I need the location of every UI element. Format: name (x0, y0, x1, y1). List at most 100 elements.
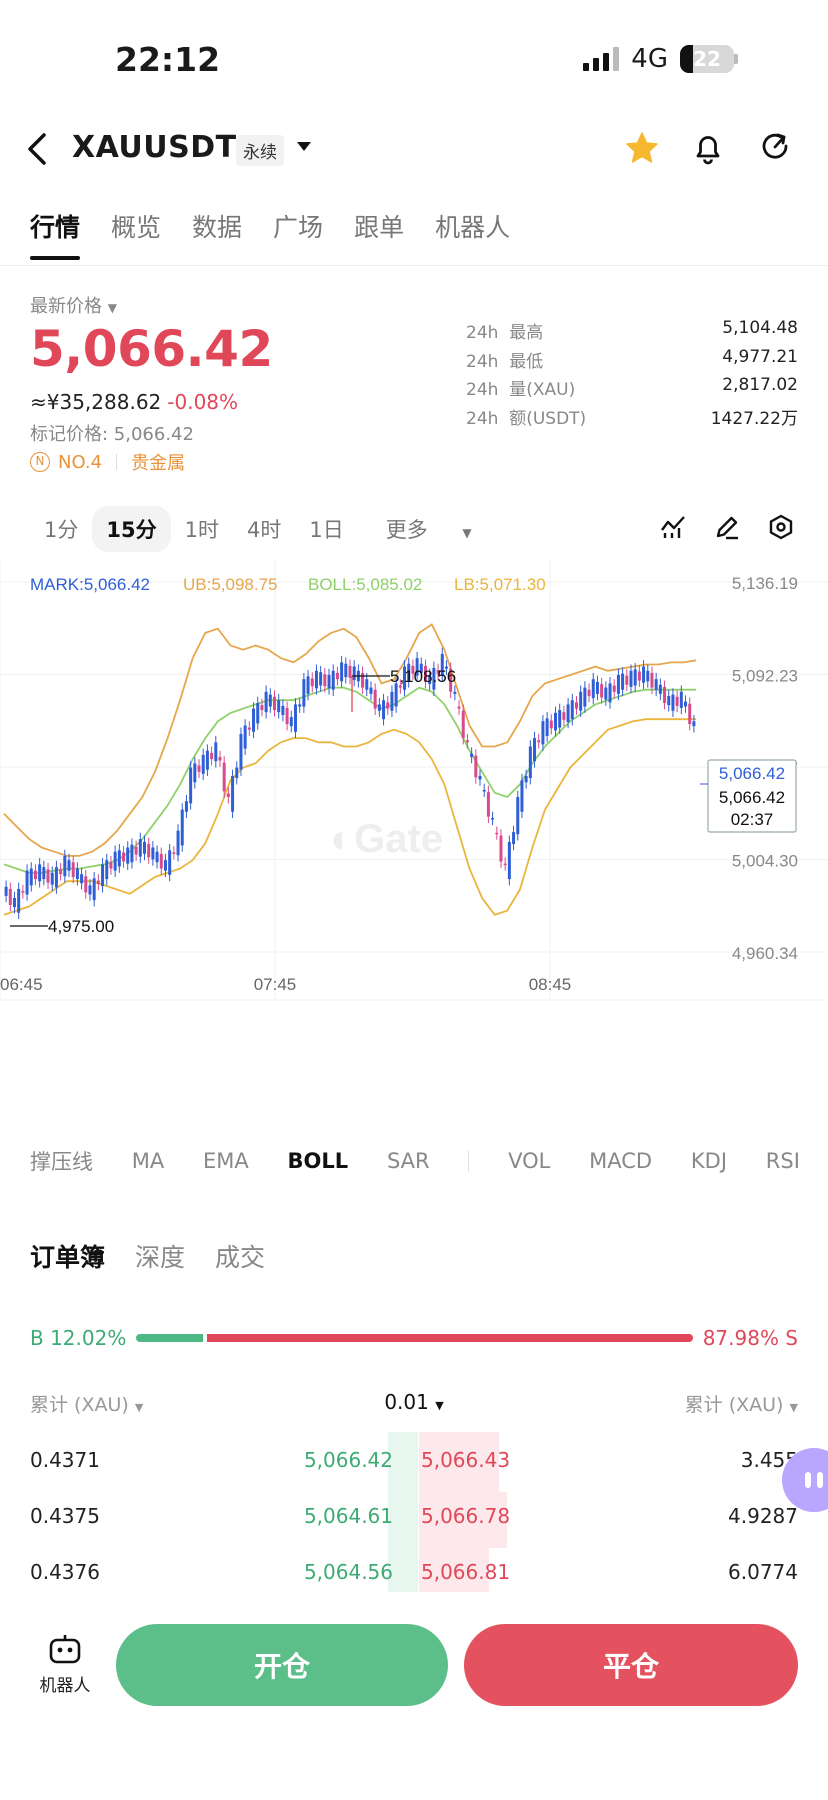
candle-body (520, 780, 524, 812)
candle-body (50, 872, 54, 885)
tf-15m[interactable]: 15分 (92, 506, 171, 552)
ind-support-resistance[interactable]: 撑压线 (30, 1150, 93, 1174)
candle-body (679, 691, 683, 708)
indicator-icon[interactable] (660, 514, 686, 540)
tab-square[interactable]: 广场 (273, 213, 324, 242)
current-mark-price: 5,066.42 (719, 764, 785, 783)
candle-body (390, 691, 394, 711)
candle-body (38, 864, 42, 882)
chart-legend-item: BOLL:5,085.02 (308, 575, 422, 594)
tab-data[interactable]: 数据 (192, 213, 243, 242)
share-icon[interactable] (758, 130, 794, 166)
candle-body (134, 846, 138, 855)
ratio-bar-buy (136, 1334, 204, 1342)
candle-body (4, 886, 8, 896)
chart-legend-item: MARK:5,066.42 (30, 575, 150, 594)
candle-body (574, 702, 578, 709)
tab-bots[interactable]: 机器人 (435, 213, 511, 242)
buy-sell-ratio: B 12.02% 87.98% S (30, 1326, 798, 1350)
candle-body (63, 855, 67, 877)
favorite-star-icon[interactable] (624, 130, 660, 166)
candle-body (189, 767, 193, 804)
back-icon[interactable] (26, 132, 48, 166)
draw-pen-icon[interactable] (714, 514, 740, 540)
ind-sar[interactable]: SAR (386, 1149, 430, 1173)
tf-1d[interactable]: 1日 (309, 518, 344, 542)
candle-body (650, 672, 654, 688)
candle-body (168, 850, 172, 875)
tf-4h[interactable]: 4时 (246, 518, 282, 542)
tf-1h[interactable]: 1时 (184, 518, 219, 542)
symbol-title[interactable]: XAUUSDT (72, 130, 237, 165)
candle-body (591, 679, 595, 699)
x-tick-label: 08:45 (529, 975, 572, 994)
candle-body (407, 663, 411, 682)
ask-depth-bar (419, 1432, 499, 1492)
tab-market[interactable]: 行情 (30, 208, 81, 260)
bid-cum-header[interactable]: 累计 (XAU) ▼ (30, 1394, 144, 1416)
rank-row[interactable]: N NO.4 贵金属 (30, 449, 185, 475)
candle-body (268, 694, 272, 707)
candle-countdown: 02:37 (731, 810, 774, 829)
current-last-price: 5,066.42 (719, 788, 785, 807)
last-price-label[interactable]: 最新价格 ▼ (30, 296, 117, 317)
24h-stats: 24h 最高 5,104.48 24h 最低 4,977.21 24h 量(XAU)… (466, 318, 798, 432)
ind-rsi[interactable]: RSI (765, 1149, 800, 1173)
ind-ema[interactable]: EMA (203, 1149, 249, 1173)
chart-settings-icon[interactable] (768, 514, 794, 540)
candle-body (29, 868, 33, 886)
ind-boll[interactable]: BOLL (287, 1149, 349, 1173)
assistant-bubble-icon[interactable] (782, 1448, 828, 1512)
candle-body (398, 685, 402, 688)
precision-select[interactable]: 0.01 ▼ (384, 1390, 444, 1414)
candle-body (101, 864, 105, 887)
candle-body (260, 705, 264, 711)
cny-price: ≈¥35,288.62 -0.08% (30, 390, 239, 414)
tab-orderbook[interactable]: 订单簿 (30, 1243, 106, 1272)
candle-body (96, 880, 100, 884)
symbol-dropdown-icon[interactable] (297, 142, 311, 152)
candle-body (554, 712, 558, 731)
orderbook-row[interactable]: 0.4371 5,066.42 5,066.43 3.455 (30, 1448, 798, 1472)
ask-cum-header[interactable]: 累计 (XAU) ▼ (684, 1394, 798, 1416)
ask-depth-bar (419, 1492, 507, 1548)
candle-body (423, 665, 427, 682)
candle-body (671, 694, 675, 711)
orderbook-row[interactable]: 0.4375 5,064.61 5,066.78 4.9287 (30, 1504, 798, 1528)
candle-body (117, 850, 121, 867)
tab-copy-trading[interactable]: 跟单 (354, 213, 405, 242)
ind-macd[interactable]: MACD (589, 1149, 653, 1173)
open-position-button[interactable]: 开仓 (116, 1624, 448, 1706)
app-header: XAUUSDT 永续 (0, 120, 828, 180)
y-tick-label: 5,004.30 (732, 852, 798, 871)
candle-body (688, 703, 692, 725)
candle-body (428, 674, 432, 685)
candle-body (205, 750, 209, 770)
ind-vol[interactable]: VOL (508, 1149, 551, 1173)
tf-1m[interactable]: 1分 (44, 518, 79, 542)
candle-body (482, 790, 486, 792)
close-position-button[interactable]: 平仓 (464, 1624, 798, 1706)
y-tick-label: 4,960.34 (732, 944, 798, 963)
candle-body (583, 687, 587, 707)
tf-more[interactable]: 更多 ▼ (385, 518, 472, 542)
candle-body (436, 670, 440, 674)
candle-body (80, 874, 84, 884)
ind-kdj[interactable]: KDJ (690, 1149, 728, 1173)
candle-body (12, 898, 16, 908)
price-chart[interactable]: ◐Gate 5,136.195,092.235,048.275,004.304,… (0, 560, 828, 1120)
candle-body (113, 851, 117, 871)
candle-body (579, 691, 583, 711)
tab-depth[interactable]: 深度 (135, 1243, 186, 1272)
tab-overview[interactable]: 概览 (111, 213, 162, 242)
ind-ma[interactable]: MA (131, 1149, 165, 1173)
tab-trades[interactable]: 成交 (215, 1243, 266, 1272)
robot-button[interactable]: 机器人 (34, 1634, 96, 1696)
candle-body (256, 703, 260, 724)
candle-body (478, 775, 482, 780)
candle-body (449, 668, 453, 692)
alert-bell-icon[interactable] (690, 130, 726, 166)
bottom-action-bar: 机器人 开仓 平仓 (0, 1592, 828, 1800)
candle-body (608, 683, 612, 703)
orderbook-row[interactable]: 0.4376 5,064.56 5,066.81 6.0774 (30, 1560, 798, 1584)
